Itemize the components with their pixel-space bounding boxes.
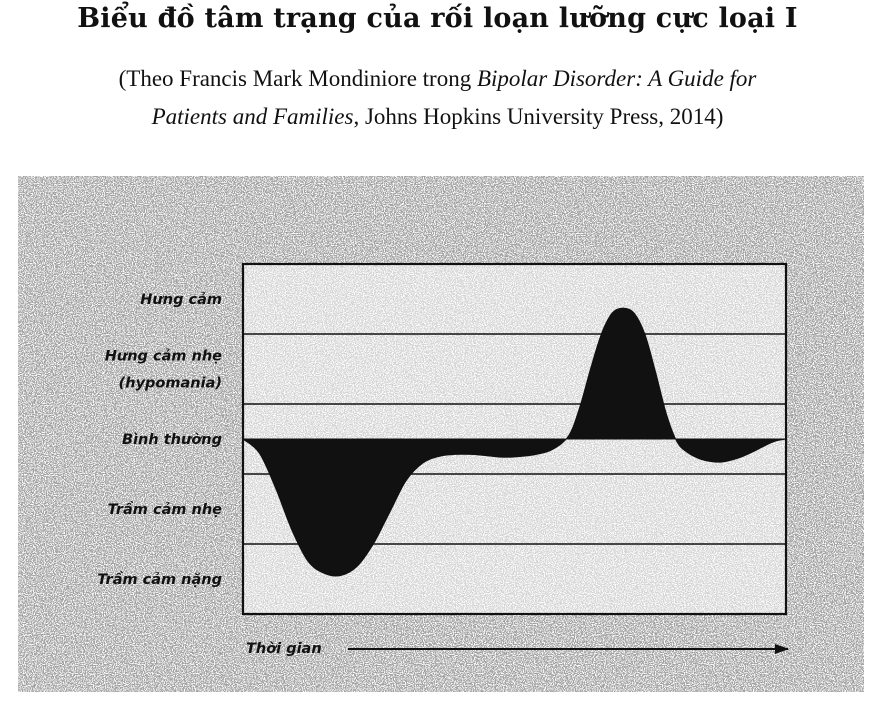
level-label-normal: Bình thường: [122, 432, 222, 448]
subtitle-book-title-1: Bipolar Disorder: A Guide for: [476, 66, 757, 91]
level-label-mania: Hưng cảm: [140, 292, 222, 308]
chart-title: Biểu đồ tâm trạng của rối loạn lưỡng cực…: [77, 3, 798, 34]
chart-subtitle: (Theo Francis Mark Mondiniore trong Bipo…: [0, 60, 875, 136]
level-label-hypomania: Hưng cảm nhẹ: [105, 349, 222, 365]
subtitle-publisher: , Johns Hopkins University Press, 2014): [353, 104, 724, 129]
level-label-hypomania-sub: (hypomania): [119, 376, 222, 392]
mood-area: [241, 307, 787, 577]
level-label-severe_depression: Trầm cảm nặng: [97, 571, 222, 588]
subtitle-book-title-2: Patients and Families: [151, 104, 354, 129]
level-label-mild_depression: Trầm cảm nhẹ: [108, 501, 223, 518]
x-axis-label: Thời gian: [246, 641, 322, 657]
plot-frame: [241, 262, 788, 616]
subtitle-open: (Theo Francis Mark Mondiniore trong: [118, 66, 477, 91]
